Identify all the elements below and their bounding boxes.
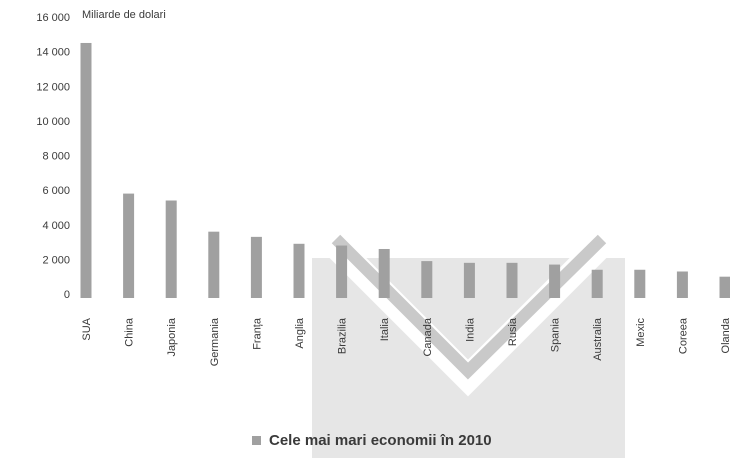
x-tick-label: Anglia [294,317,306,348]
bar [80,42,92,298]
y-tick-label: 2 000 [42,254,70,266]
y-tick-label: 14 000 [36,47,70,59]
x-tick-label: Rusia [507,317,519,346]
bar [123,193,135,298]
bar [506,262,518,298]
legend-swatch [252,436,261,445]
bar [208,231,220,298]
x-tick-label: China [124,317,136,347]
bar [549,264,561,298]
y-tick-label: 16 000 [36,12,70,24]
x-tick-label: Germania [209,317,221,366]
legend-label: Cele mai mari economii în 2010 [269,432,492,449]
bar [378,248,390,298]
x-tick-label: India [464,317,476,342]
y-tick-label: 10 000 [36,116,70,128]
y-tick-label: 6 000 [42,185,70,197]
bar [250,236,262,298]
bar [421,261,433,298]
y-tick-label: 4 000 [42,220,70,232]
x-tick-label: Spania [550,317,562,352]
bar [463,262,475,298]
bar [719,276,730,298]
bar [634,269,646,298]
x-tick-label: Coreea [677,317,689,354]
bar [676,271,688,298]
x-tick-label: Franța [251,317,263,350]
x-tick-label: Canada [422,317,434,356]
bar [336,245,348,298]
bar [293,243,305,298]
x-tick-label: Brazilia [337,317,349,354]
x-tick-label: Italia [379,317,391,341]
bar [591,269,603,298]
x-tick-label: Mexic [635,318,647,347]
x-tick-label: Olanda [720,317,730,353]
bar [165,200,177,298]
x-tick-label: SUA [81,317,93,340]
x-tick-label: Australia [592,317,604,361]
y-tick-label: 8 000 [42,151,70,163]
y-tick-label: 0 [64,289,70,301]
y-unit-label: Miliarde de dolari [82,9,166,21]
x-tick-label: Japonia [166,317,178,356]
y-tick-label: 12 000 [36,81,70,93]
legend: Cele mai mari economii în 2010 [252,432,492,449]
